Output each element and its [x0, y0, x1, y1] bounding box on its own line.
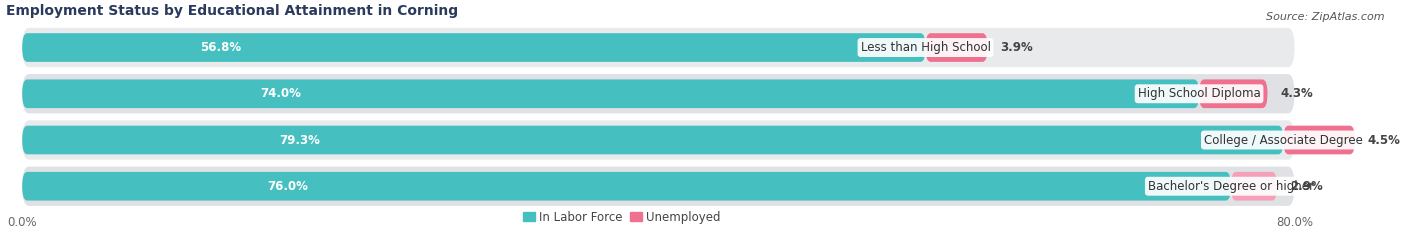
Text: 76.0%: 76.0% [267, 180, 308, 193]
Text: 3.9%: 3.9% [1000, 41, 1033, 54]
Text: Employment Status by Educational Attainment in Corning: Employment Status by Educational Attainm… [6, 4, 458, 18]
Text: 2.9%: 2.9% [1289, 180, 1323, 193]
FancyBboxPatch shape [1284, 126, 1355, 154]
FancyBboxPatch shape [22, 167, 1295, 206]
Text: 74.0%: 74.0% [260, 87, 301, 100]
Text: 56.8%: 56.8% [201, 41, 242, 54]
Text: Bachelor's Degree or higher: Bachelor's Degree or higher [1147, 180, 1313, 193]
Text: 4.3%: 4.3% [1281, 87, 1313, 100]
FancyBboxPatch shape [1199, 79, 1267, 108]
FancyBboxPatch shape [22, 126, 1284, 154]
Legend: In Labor Force, Unemployed: In Labor Force, Unemployed [517, 206, 725, 229]
Text: 79.3%: 79.3% [280, 134, 321, 147]
FancyBboxPatch shape [22, 172, 1230, 201]
FancyBboxPatch shape [1230, 172, 1277, 201]
Text: High School Diploma: High School Diploma [1137, 87, 1260, 100]
Text: 4.5%: 4.5% [1368, 134, 1400, 147]
Text: Source: ZipAtlas.com: Source: ZipAtlas.com [1267, 12, 1385, 22]
FancyBboxPatch shape [22, 74, 1295, 113]
Text: Less than High School: Less than High School [860, 41, 991, 54]
Text: College / Associate Degree: College / Associate Degree [1204, 134, 1362, 147]
FancyBboxPatch shape [925, 33, 987, 62]
FancyBboxPatch shape [22, 33, 925, 62]
FancyBboxPatch shape [22, 120, 1295, 160]
FancyBboxPatch shape [22, 28, 1295, 67]
FancyBboxPatch shape [22, 79, 1199, 108]
